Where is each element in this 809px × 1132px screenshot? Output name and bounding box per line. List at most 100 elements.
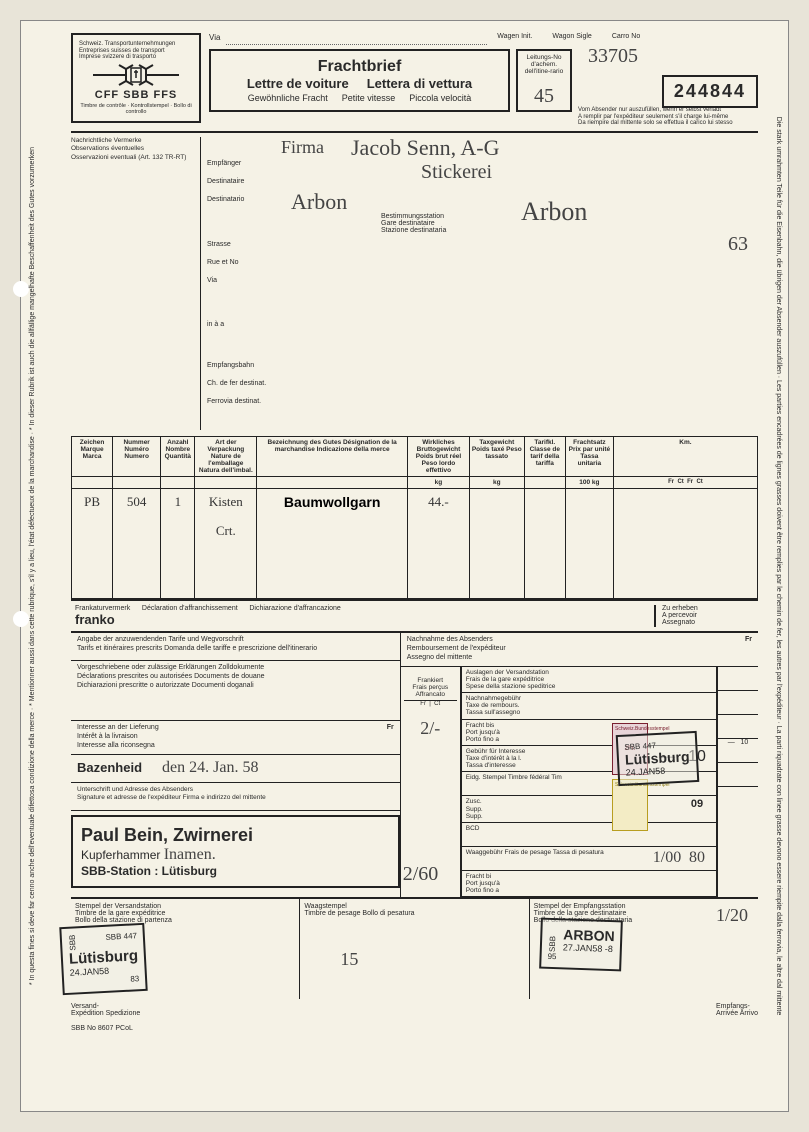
form-number: SBB No 8607 PCoL (71, 1025, 758, 1032)
tarif-row: Angabe der anzuwendenden Tarife und Wegv… (71, 633, 400, 661)
label: Waaggebühr Frais de pesage Tassa di pesa… (466, 849, 652, 856)
th: Km. (613, 436, 757, 477)
label: Frankaturvermerk (75, 605, 130, 612)
label: Dichiarazione d'affrancazione (249, 605, 341, 612)
freight-table: Zeichen Marque Marca Nummer Numéro Numer… (71, 436, 758, 600)
wagon-handwritten: 33705 (588, 45, 638, 68)
table-row: PB 504 1 Kisten Crt. Baumwollgarn 44.- (72, 489, 758, 599)
th-unit: kg (469, 477, 524, 489)
label: BCD (466, 825, 712, 832)
sum-260: 2/60 (403, 863, 439, 885)
th-unit: 100 kg (565, 477, 613, 489)
th-unit: kg (408, 477, 470, 489)
cell-zeichen: PB (72, 489, 113, 599)
observations-label: Nachrichtliche Vermerke Observations éve… (71, 137, 201, 430)
value: 80 (682, 849, 712, 867)
org-names: CFF SBB FFS (79, 89, 193, 101)
leitungs-value: 45 (521, 85, 567, 107)
waag-stamp-cell: Waagstempel Timbre de pesage Bollo di pe… (300, 899, 529, 999)
th: Nummer Numéro Numero (113, 436, 161, 477)
th: Art der Verpackung Nature de l'emballage… (195, 436, 257, 477)
punch-hole (13, 281, 29, 297)
th: Bezeichnung des Gutes Désignation de la … (257, 436, 408, 477)
th: Frachtsatz Prix par unité Tassa unitaria (565, 436, 613, 477)
footer-empfangs: Empfangs- Arrivée Arrivo (716, 1003, 758, 1017)
empfang-stamp-cell: Stempel der Empfangsstation Timbre de la… (530, 899, 758, 999)
title-box: Frachtbrief Lettre de voiture Lettera di… (209, 49, 510, 112)
lower-section: Angabe der anzuwendenden Tarife und Wegv… (71, 633, 758, 897)
sender-box: Paul Bein, Zwirnerei Kupferhammer Inamen… (71, 815, 400, 888)
via-field (226, 33, 487, 45)
header: Schweiz. Transportunternehmungen Entrepr… (71, 33, 758, 123)
cancel-stamp-lutisburg: SBB 447 Lütisburg 24.JAN58 (616, 731, 699, 786)
wagon-label: Carro No (612, 33, 640, 40)
margin-note-right: Die stark umrahmten Teile für die Eisenb… (774, 117, 782, 1015)
th: Taxgewicht Poids taxé Peso tassato (469, 436, 524, 477)
wagon-area: Wagen Init. Wagon Sigle Carro No (493, 33, 758, 45)
label: Nachnahmegebühr Taxe de rembours. Tassa … (466, 695, 712, 716)
station-label: Bestimmungsstation Gare destinataire Sta… (381, 213, 446, 234)
via-label: Via (209, 33, 220, 45)
origin-row: Bazenheid den 24. Jan. 58 (71, 755, 400, 783)
versand-stamp-cell: Stempel der Versandstation Timbre de la … (71, 899, 300, 999)
org-subtitle: Schweiz. Transportunternehmungen Entrepr… (79, 41, 193, 61)
margin-note-left: * In questa fines si deve far cenno anch… (29, 147, 37, 985)
sender-name: Paul Bein, Zwirnerei (81, 825, 390, 846)
tax-stamp-yellow: Schweiz.Bundesstempel (612, 779, 648, 831)
origin-place: Bazenheid (77, 760, 142, 776)
recipient-trade: Stickerei (421, 161, 492, 184)
label: Waagstempel Timbre de pesage Bollo di pe… (304, 903, 524, 917)
th: Wirkliches Bruttogewicht Poids brut réel… (408, 436, 470, 477)
arrival-val: 1/20 (716, 905, 748, 926)
title-it: Lettera di vettura (367, 76, 472, 91)
declarations-row: Vorgeschriebene oder zulässige Erklärung… (71, 661, 400, 721)
interesse-row: Interesse an der Lieferung Intérêt à la … (71, 721, 400, 754)
cell-bezeichnung: Baumwollgarn (257, 489, 408, 599)
wagon-label: Wagen Init. (497, 33, 532, 40)
cell-gewicht: 44.- (408, 489, 470, 599)
org-box: Schweiz. Transportunternehmungen Entrepr… (71, 33, 201, 123)
origin-date: den 24. Jan. 58 (162, 758, 258, 778)
nachnahme-row: Nachnahme des Absenders Remboursement de… (401, 633, 758, 666)
recipient-place: Arbon (291, 189, 347, 215)
recip-label: Strasse Rue et No Via (207, 236, 281, 291)
footer-versand: Versand- Expédition Spedizione (71, 1003, 140, 1017)
label: Auslagen der Versandstation Frais de la … (466, 669, 712, 690)
firma-hw: Firma (281, 137, 324, 158)
value: 09 (682, 798, 712, 810)
cell-nummer: 504 (113, 489, 161, 599)
zu-erheben: Zu erheben A percevoir Assegnato (654, 605, 754, 627)
sender-station: SBB-Station : Lütisburg (81, 864, 390, 878)
label: Déclaration d'affranchissement (142, 605, 238, 612)
subtitle: Petite vitesse (342, 93, 396, 103)
recip-label: Empfangsbahn Ch. de fer destinat. Ferrov… (207, 357, 281, 412)
label: Fracht bi Port jusqu'à Porto fino a (466, 873, 712, 894)
punch-hole (13, 611, 29, 627)
leitungs-label: Leitungs-No d'achem. dell'itine-rario (521, 54, 567, 75)
value: 1/00 (652, 849, 682, 867)
label: Stempel der Versandstation Timbre de la … (75, 903, 295, 924)
km-hw: 63 (728, 233, 748, 256)
th: Anzahl Nombre Quantità (161, 436, 195, 477)
sender-sig: Inamen. (164, 846, 216, 863)
recip-label: Empfänger Destinataire Destinatario (207, 155, 281, 210)
footer: Versand- Expédition Spedizione Empfangs-… (71, 1003, 758, 1017)
recipient-dest: Arbon (521, 197, 587, 227)
subtitle: Piccola velocità (409, 93, 471, 103)
sbb-logo (79, 61, 193, 89)
subtitle: Gewöhnliche Fracht (248, 93, 328, 103)
cell-anzahl: 1 (161, 489, 195, 599)
org-stamp-label: Timbre de contrôle · Kontrollstempel · B… (79, 103, 193, 115)
th: Tarifkl. Classe de tarif della tariffa (524, 436, 565, 477)
recip-label: in à a (207, 316, 281, 334)
leitungs-box: Leitungs-No d'achem. dell'itine-rario 45 (516, 49, 572, 112)
sender-addr: Kupferhammer (81, 848, 160, 862)
th: Zeichen Marque Marca (72, 436, 113, 477)
frachtbrief-document: * In questa fines si deve far cenno anch… (20, 20, 789, 1112)
label: Zusc. Supp. Supp. (466, 798, 682, 819)
franko-band: Frankaturvermerk Déclaration d'affranchi… (71, 599, 758, 633)
cell-verpackung: Kisten Crt. (195, 489, 257, 599)
stamp-arbon: SBB ARBON 27.JAN58 -8 95 (539, 918, 623, 972)
franko-text: franko (75, 612, 115, 627)
title: Frachtbrief (318, 58, 402, 76)
